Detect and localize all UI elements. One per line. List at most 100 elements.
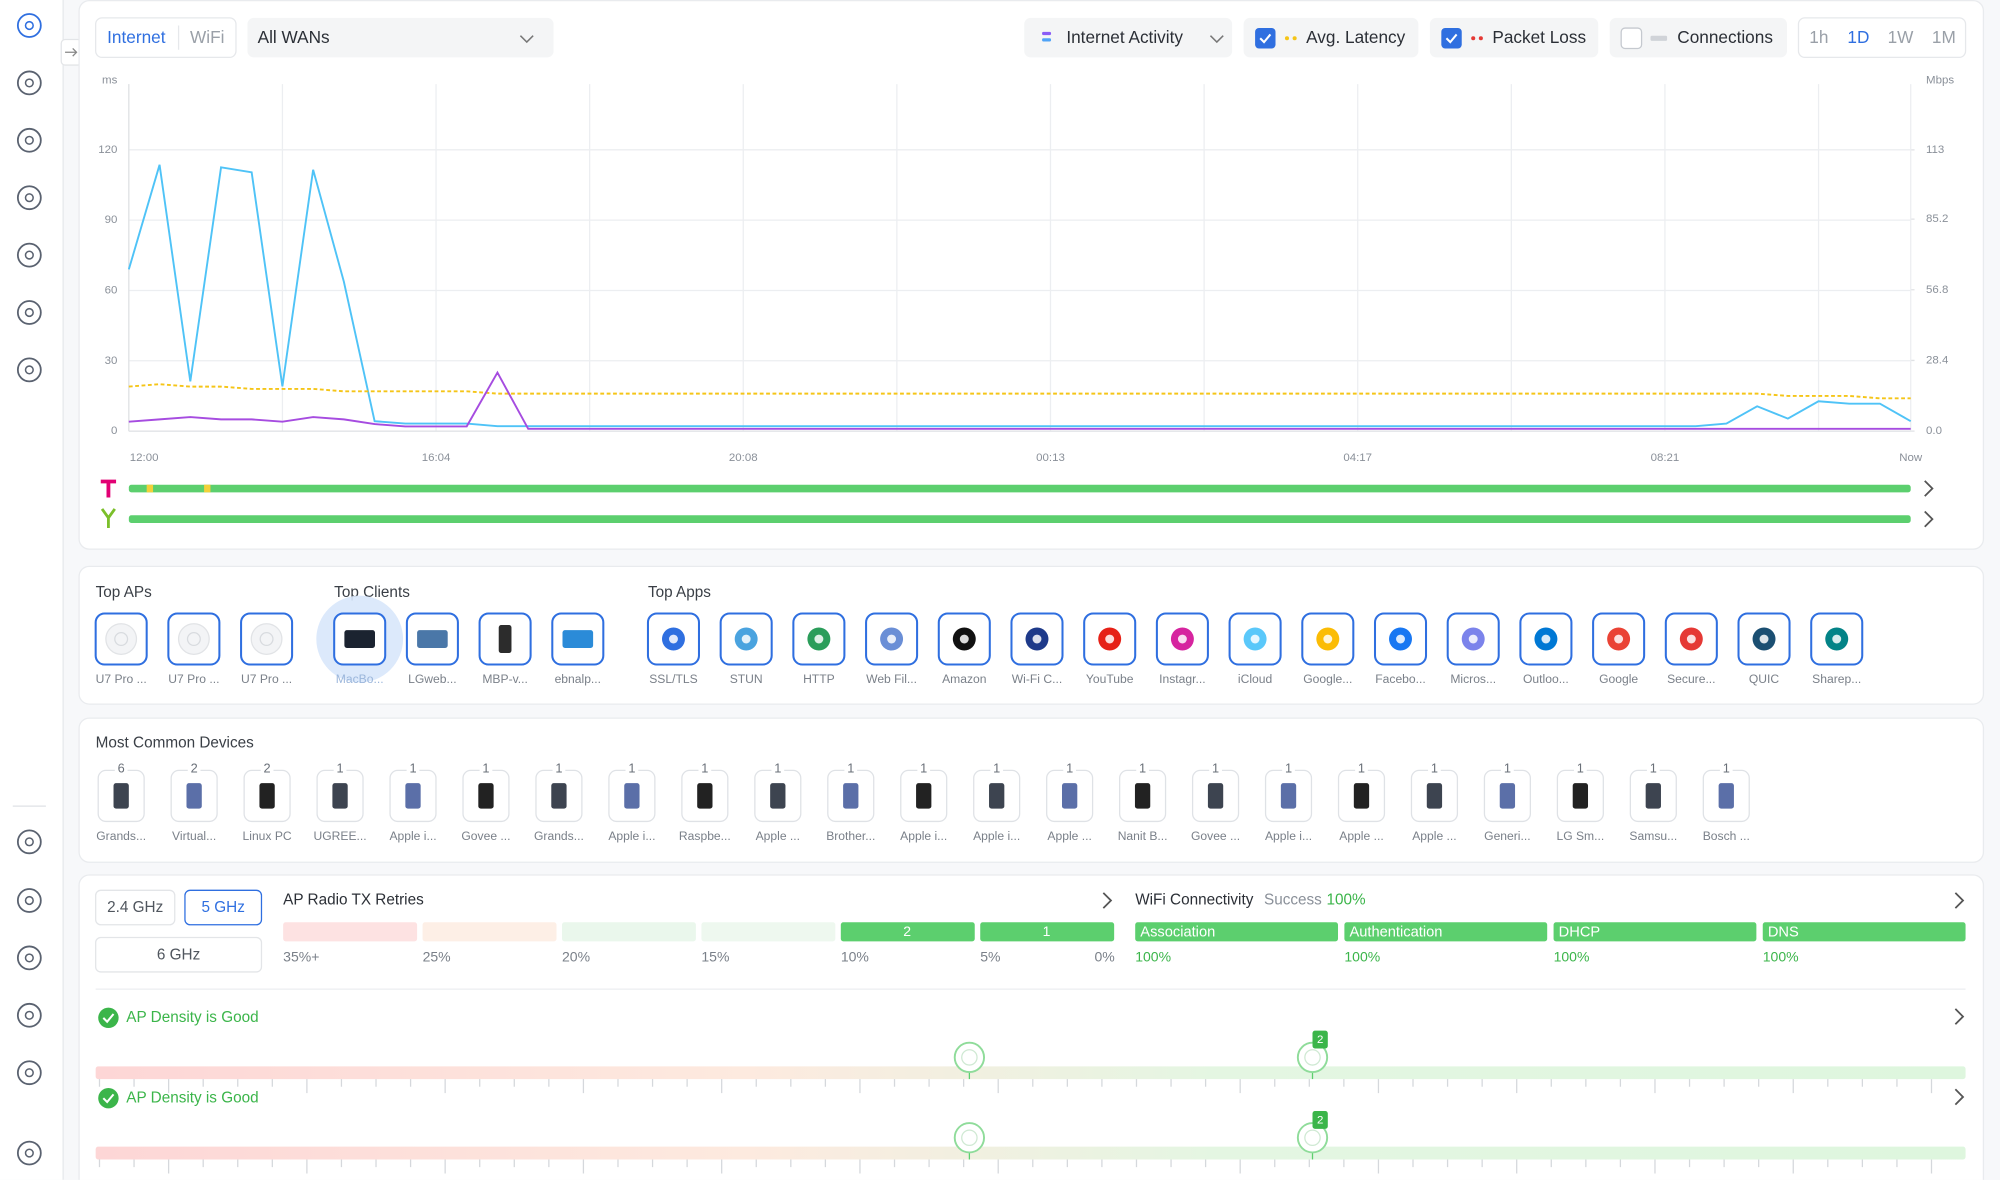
range-option[interactable]: 1M xyxy=(1932,27,1956,47)
tab-group xyxy=(95,17,237,59)
section-title: Top APs xyxy=(96,584,152,601)
range-option[interactable]: 1D xyxy=(1847,27,1869,47)
toggle[interactable] xyxy=(1429,17,1599,58)
legend-dot xyxy=(1292,36,1297,41)
count-bg xyxy=(1355,762,1368,776)
stage-name: Association xyxy=(1140,924,1215,940)
item-label: MacBo... xyxy=(336,672,384,686)
nav-icon[interactable] xyxy=(16,242,42,268)
device-label: Govee ... xyxy=(1191,829,1240,843)
activity-label: Internet Activity xyxy=(1066,27,1183,47)
range-option[interactable]: 1W xyxy=(1888,27,1915,47)
device-count: 1 xyxy=(774,761,781,776)
item-label: Facebo... xyxy=(1375,672,1425,686)
device-label: Grands... xyxy=(534,829,584,843)
nav-icon[interactable] xyxy=(16,70,42,96)
band-button[interactable] xyxy=(184,889,263,926)
tab[interactable]: Internet xyxy=(107,27,166,47)
app-icon-inner xyxy=(741,634,751,644)
item-label: U7 Pro ... xyxy=(168,672,219,686)
count-bg xyxy=(479,762,493,776)
count-bg xyxy=(1136,762,1149,776)
device-label: Linux PC xyxy=(243,829,292,843)
nav-icon[interactable] xyxy=(16,127,42,153)
toggle[interactable] xyxy=(1243,17,1419,58)
app-icon-inner xyxy=(1759,634,1769,644)
retry-scale: 5% xyxy=(980,949,1000,965)
checkbox[interactable] xyxy=(1255,28,1276,49)
device-icon xyxy=(1572,783,1589,809)
legend-swatch xyxy=(1650,35,1668,41)
nav-icon[interactable] xyxy=(16,1002,42,1028)
chevron[interactable] xyxy=(1924,510,1934,528)
device-icon xyxy=(843,783,859,809)
app-icon-inner xyxy=(887,634,897,644)
count-bg xyxy=(1282,762,1295,776)
item-label: STUN xyxy=(730,672,763,686)
device-count: 1 xyxy=(555,761,562,776)
wan-select[interactable] xyxy=(247,17,554,58)
range-option[interactable]: 1h xyxy=(1809,27,1828,47)
wan-logo xyxy=(100,508,116,529)
band-label[interactable]: 5 GHz xyxy=(202,899,245,916)
density-marker xyxy=(953,1122,986,1154)
item-label: U7 Pro ... xyxy=(96,672,147,686)
wan-status-bar xyxy=(128,484,1911,493)
device-icon xyxy=(697,783,713,809)
chevron[interactable] xyxy=(1954,892,1965,909)
retry-scale: 20% xyxy=(562,949,590,965)
nav-icon[interactable] xyxy=(16,300,42,325)
y2-tick-label: 0.0 xyxy=(1926,425,1942,437)
device-icon xyxy=(186,783,202,809)
nav-icon[interactable] xyxy=(16,185,42,211)
stage-rate: 100% xyxy=(1554,949,1590,965)
y-tick-label: 120 xyxy=(98,144,117,156)
x-tick-label: 04:17 xyxy=(1343,452,1372,464)
y2-tick-label: 56.8 xyxy=(1926,284,1948,296)
chevron[interactable] xyxy=(1924,480,1934,497)
checkbox[interactable] xyxy=(1441,28,1462,49)
device-count: 1 xyxy=(337,761,344,776)
chevron[interactable] xyxy=(1954,1008,1965,1025)
legend-dot xyxy=(1471,36,1476,41)
toggle[interactable] xyxy=(1609,17,1787,58)
nav-icon[interactable] xyxy=(16,945,42,971)
nav-icon[interactable] xyxy=(16,357,42,383)
item-label: Google... xyxy=(1303,672,1352,686)
item-label: Micros... xyxy=(1450,672,1496,686)
nav-icon[interactable] xyxy=(16,829,42,855)
nav-icon-dot xyxy=(24,837,34,847)
client-icon xyxy=(417,630,448,648)
density-marker-inner xyxy=(961,1129,978,1147)
density-marker xyxy=(953,1041,986,1074)
item-label: LGweb... xyxy=(408,672,456,686)
nav-icon[interactable] xyxy=(16,1140,42,1166)
x-tick-label: Now xyxy=(1899,452,1923,464)
band-button[interactable] xyxy=(95,936,263,973)
chevron[interactable] xyxy=(1954,1088,1965,1106)
band-label[interactable]: 2.4 GHz xyxy=(107,899,163,916)
nav-icon[interactable] xyxy=(16,13,42,38)
device-label: Apple i... xyxy=(900,829,947,843)
x-tick-label: 20:08 xyxy=(729,452,758,464)
retry-scale: 10% xyxy=(841,949,869,965)
band-button[interactable] xyxy=(95,889,176,926)
app-icon-inner xyxy=(814,634,824,644)
section-title: Top Apps xyxy=(648,584,711,601)
nav-icon[interactable] xyxy=(16,1060,42,1086)
ap-icon xyxy=(186,632,201,647)
band-label[interactable]: 6 GHz xyxy=(157,946,200,963)
nav-icon-dot xyxy=(24,135,34,145)
chevron[interactable] xyxy=(1102,892,1113,909)
activity-select[interactable] xyxy=(1024,17,1233,58)
wan-status-warning xyxy=(146,484,154,493)
marker-badge-count: 2 xyxy=(1317,1115,1323,1127)
device-icon xyxy=(1134,783,1151,809)
app-icon-inner xyxy=(1032,634,1042,644)
checkbox[interactable] xyxy=(1620,27,1643,50)
stage-rate: 100% xyxy=(1344,949,1380,965)
nav-icon[interactable] xyxy=(16,888,42,913)
series-line xyxy=(128,370,1911,430)
tab[interactable]: WiFi xyxy=(190,27,224,47)
